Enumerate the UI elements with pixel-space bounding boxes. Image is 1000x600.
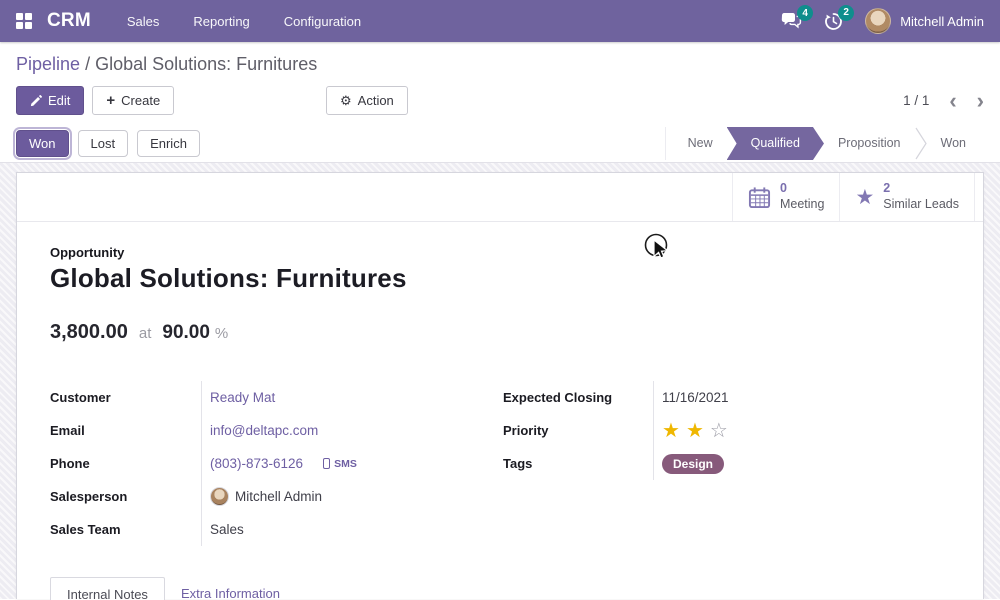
priority-label: Priority [503,423,549,438]
create-button[interactable]: + Create [92,86,175,115]
record-title: Global Solutions: Furnitures [50,263,407,293]
stage-statusbar: New Qualified Proposition Won [664,127,984,160]
phone-link[interactable]: (803)-873-6126 [210,456,304,471]
pager-next-icon[interactable]: › [976,87,984,113]
tab-internal-notes[interactable]: Internal Notes [50,577,165,600]
customer-link[interactable]: Ready Mat [210,390,276,405]
salesperson-avatar [210,487,229,506]
activities-icon[interactable]: 2 [824,4,855,31]
user-menu[interactable]: Mitchell Admin [865,8,984,34]
enrich-button[interactable]: Enrich [137,130,200,157]
breadcrumb: Pipeline / Global Solutions: Furnitures [16,54,984,75]
activities-count-badge: 2 [838,4,855,21]
stage-qualified[interactable]: Qualified [727,127,824,160]
tags-label: Tags [503,456,533,471]
stat-button-row: 0 Meeting ★ 2 Similar Leads [17,173,983,222]
apps-menu-icon[interactable] [16,12,33,30]
expected-closing-value: 11/16/2021 [662,390,729,405]
record-sheet: 0 Meeting ★ 2 Similar Leads Opportunity … [16,172,984,600]
percent-sign: % [214,325,229,342]
tab-extra-information[interactable]: Extra Information [180,586,280,600]
right-field-group: Expected Closing 11/16/2021 Priority ★ ★… [503,381,950,546]
stat-button-meetings[interactable]: 0 Meeting [731,173,839,221]
user-avatar [865,8,892,34]
stage-won[interactable]: Won [940,136,966,150]
action-button[interactable]: ⚙ Action [326,86,408,115]
email-link[interactable]: info@deltapc.com [210,423,319,438]
star-filled-icon[interactable]: ★ [685,419,704,442]
expected-revenue: 3,800.00 at 90.00 % [50,321,950,344]
similar-leads-label: Similar Leads [883,197,959,211]
nav-item-reporting[interactable]: Reporting [193,13,250,29]
pager: 1 / 1 ‹ › [903,87,984,113]
clock-icon [825,12,843,30]
nav-item-configuration[interactable]: Configuration [283,13,362,29]
tag-design: Design [662,453,725,474]
sales-team-label: Sales Team [50,522,121,537]
email-label: Email [50,423,85,438]
pager-previous-icon[interactable]: ‹ [949,87,957,113]
left-field-group: Customer Ready Mat Email info@deltapc.co… [50,381,487,546]
at-label: at [138,325,152,342]
star-empty-icon[interactable]: ☆ [709,419,728,442]
stage-proposition[interactable]: Proposition [837,136,901,150]
customer-label: Customer [50,390,111,405]
meeting-label: Meeting [779,197,825,211]
phone-label: Phone [50,456,90,471]
similar-leads-count: 2 [883,181,891,196]
probability-value: 90.00 [162,322,210,343]
field-groups: Customer Ready Mat Email info@deltapc.co… [50,381,950,546]
stage-new[interactable]: New [687,136,713,150]
expected-revenue-amount: 3,800.00 [50,321,128,343]
top-navbar: CRM Sales Reporting Configuration 4 2 Mi… [0,0,1000,42]
calendar-icon [748,186,770,208]
form-view-background: 0 Meeting ★ 2 Similar Leads Opportunity … [0,162,1000,600]
edit-button[interactable]: Edit [16,86,85,115]
plus-icon: + [106,92,116,109]
lost-button[interactable]: Lost [77,130,129,157]
sms-button[interactable]: SMS [323,458,357,470]
gear-icon: ⚙ [340,93,352,108]
salesperson-label: Salesperson [50,489,128,504]
expected-closing-label: Expected Closing [503,390,613,405]
stat-button-similar-leads[interactable]: ★ 2 Similar Leads [839,173,975,221]
star-filled-icon[interactable]: ★ [662,419,680,442]
pager-value: 1 / 1 [903,93,930,108]
won-button[interactable]: Won [16,130,69,157]
mobile-icon [323,458,331,469]
messages-count-badge: 4 [797,5,814,21]
meeting-count: 0 [779,181,787,196]
nav-item-sales[interactable]: Sales [126,13,160,29]
pencil-icon [30,94,42,106]
notebook-tabs: Internal Notes Extra Information [50,577,950,600]
messages-icon[interactable]: 4 [781,5,814,30]
control-panel: Pipeline / Global Solutions: Furnitures … [0,42,1000,162]
priority-stars: ★ ★ ☆ [653,414,950,447]
salesperson-value: Mitchell Admin [235,489,323,504]
user-name: Mitchell Admin [900,13,984,29]
breadcrumb-separator: / [85,54,91,74]
breadcrumb-pipeline-link[interactable]: Pipeline [16,54,81,74]
stage-separator-icon [915,127,927,160]
record-type-label: Opportunity [50,245,125,260]
star-icon: ★ [855,185,875,209]
sales-team-value: Sales [210,522,244,537]
app-brand[interactable]: CRM [47,10,91,31]
status-row: Won Lost Enrich New Qualified Propositio… [16,127,984,162]
button-row: Edit + Create ⚙ Action 1 / 1 ‹ › [16,86,984,115]
breadcrumb-current: Global Solutions: Furnitures [95,54,318,74]
